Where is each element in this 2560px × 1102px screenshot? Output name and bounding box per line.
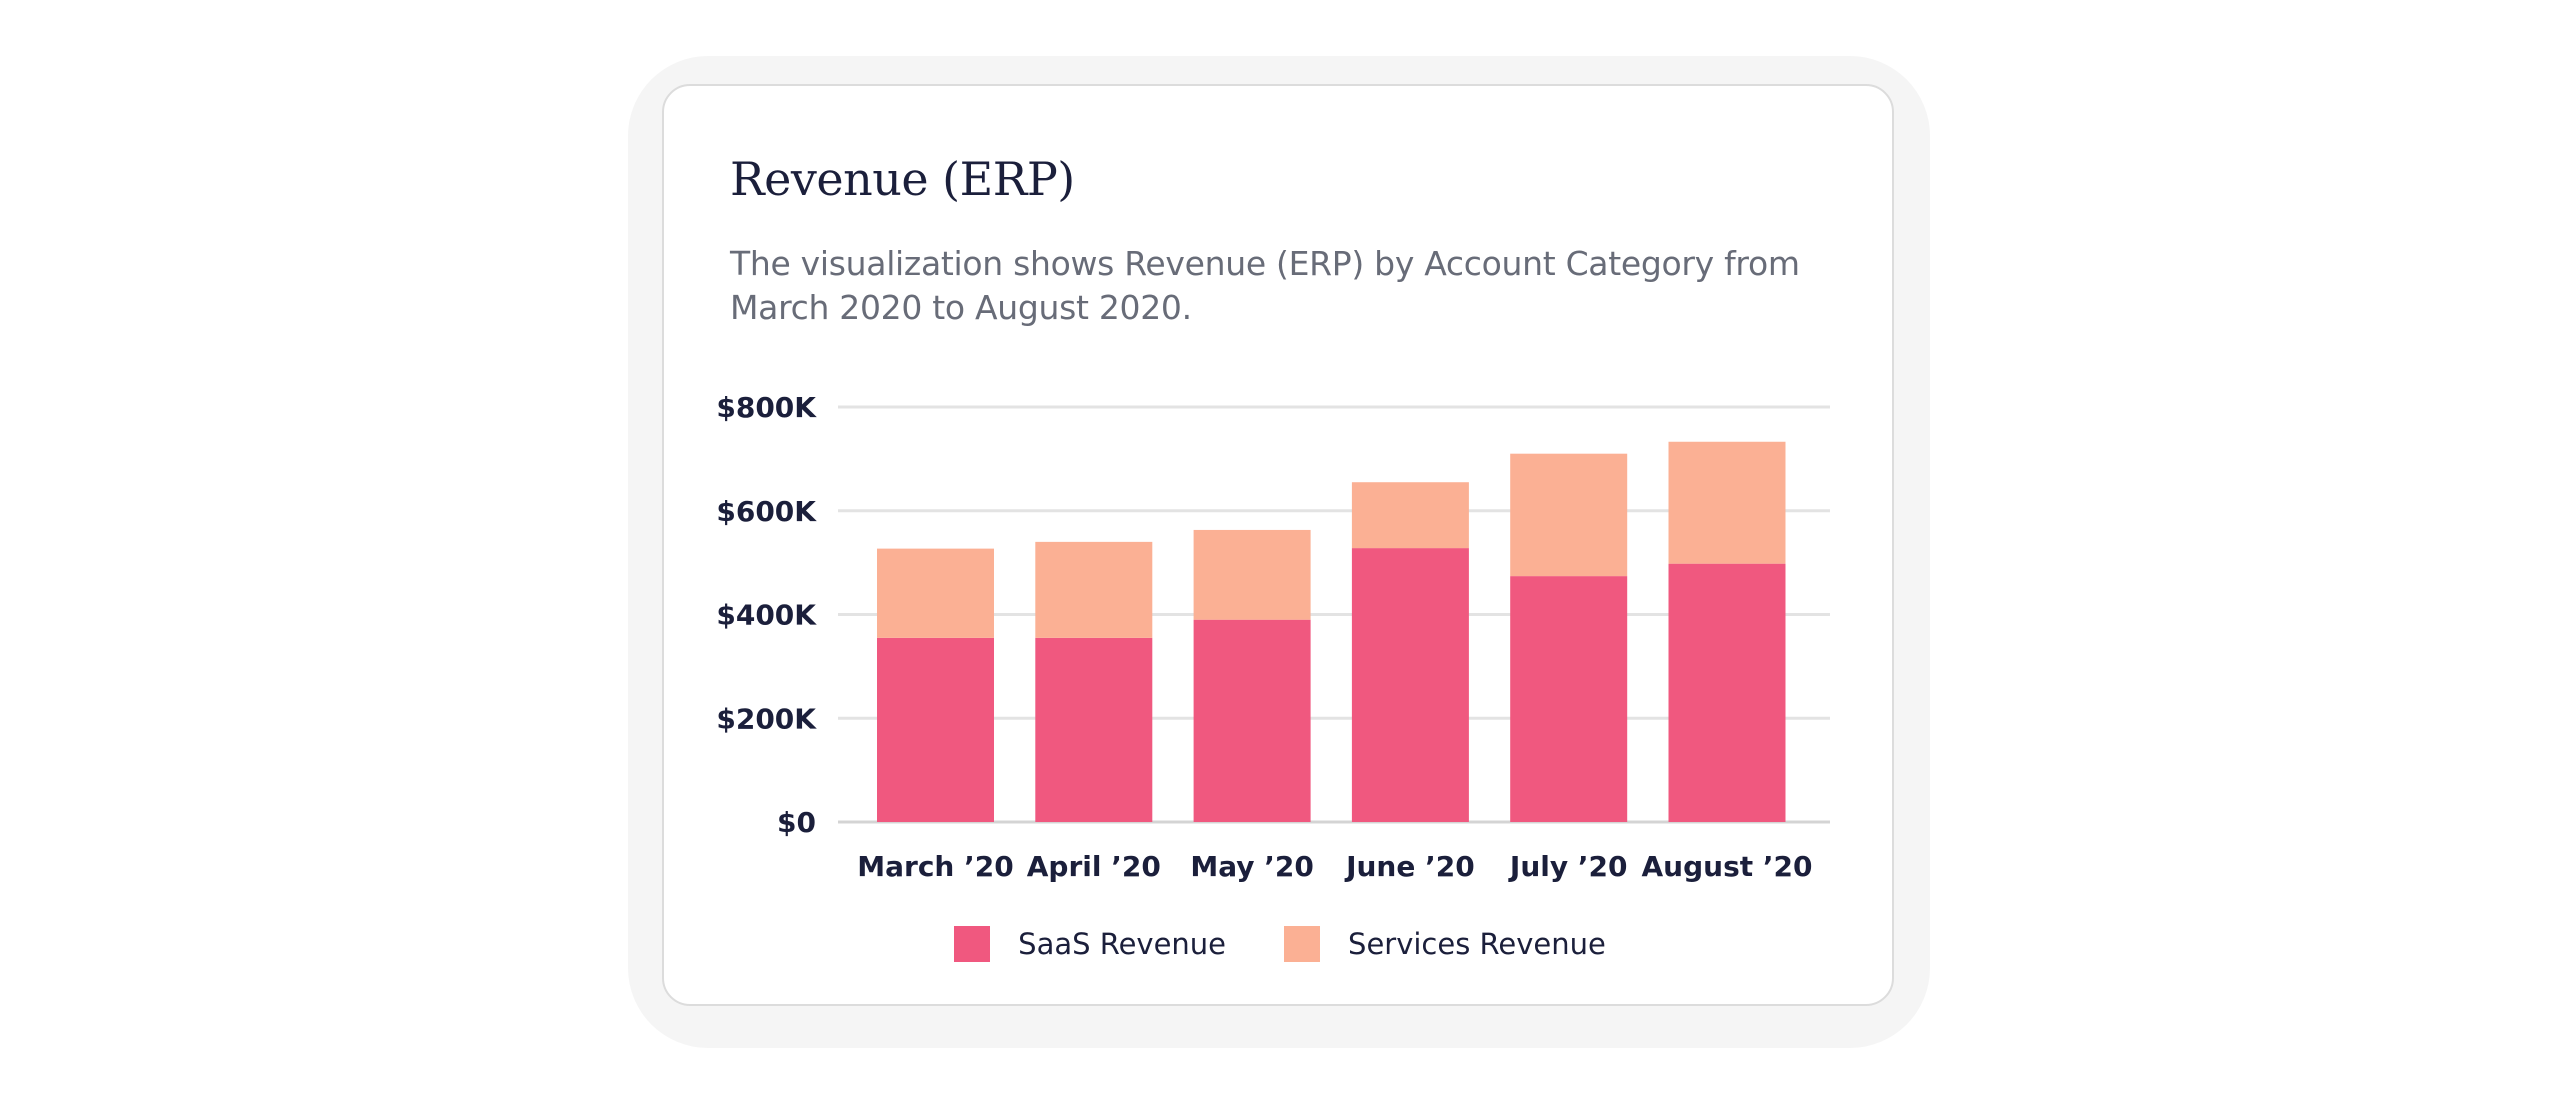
legend-item-services[interactable]: Services Revenue [1284,926,1606,962]
y-tick-label: $400K [716,599,817,632]
bar-services-revenue [1193,529,1311,620]
x-tick-label: August ’20 [1642,850,1813,883]
y-tick-label: $0 [777,806,816,839]
stacked-bar-chart: $0 $200K $400K $600K $800K March ’20 April ’20… [716,391,1830,883]
y-tick-label: $800K [716,391,817,424]
bar-saas-revenue [1510,576,1628,822]
bar-saas-revenue [1351,548,1469,822]
bar-services-revenue [1510,453,1628,577]
x-tick-label: April ’20 [1027,850,1161,883]
legend-label-saas: SaaS Revenue [1018,927,1227,961]
chart-title: Revenue (ERP) [730,152,1075,206]
bar-services-revenue [1668,441,1786,564]
bar-services-revenue [877,548,994,638]
bar-saas-revenue [877,637,994,822]
x-tick-label: May ’20 [1190,850,1314,883]
bar-services-revenue [1035,541,1153,638]
bar-services-revenue [1351,482,1469,549]
legend-label-services: Services Revenue [1348,927,1606,961]
x-tick-label: July ’20 [1508,850,1628,883]
revenue-card: Revenue (ERP) The visualization shows Re… [662,84,1894,1006]
x-tick-label: March ’20 [857,850,1013,883]
legend-swatch-services [1284,926,1321,962]
y-tick-label: $200K [716,702,817,735]
x-tick-label: June ’20 [1344,850,1475,883]
chart-legend: SaaS Revenue Services Revenue [664,926,1896,962]
y-tick-label: $600K [716,495,817,528]
bar-saas-revenue [1668,563,1786,822]
legend-item-saas[interactable]: SaaS Revenue [954,926,1226,962]
legend-swatch-saas [954,926,991,962]
bar-saas-revenue [1035,637,1153,822]
chart-description: The visualization shows Revenue (ERP) by… [730,244,1800,327]
bar-saas-revenue [1193,619,1311,822]
